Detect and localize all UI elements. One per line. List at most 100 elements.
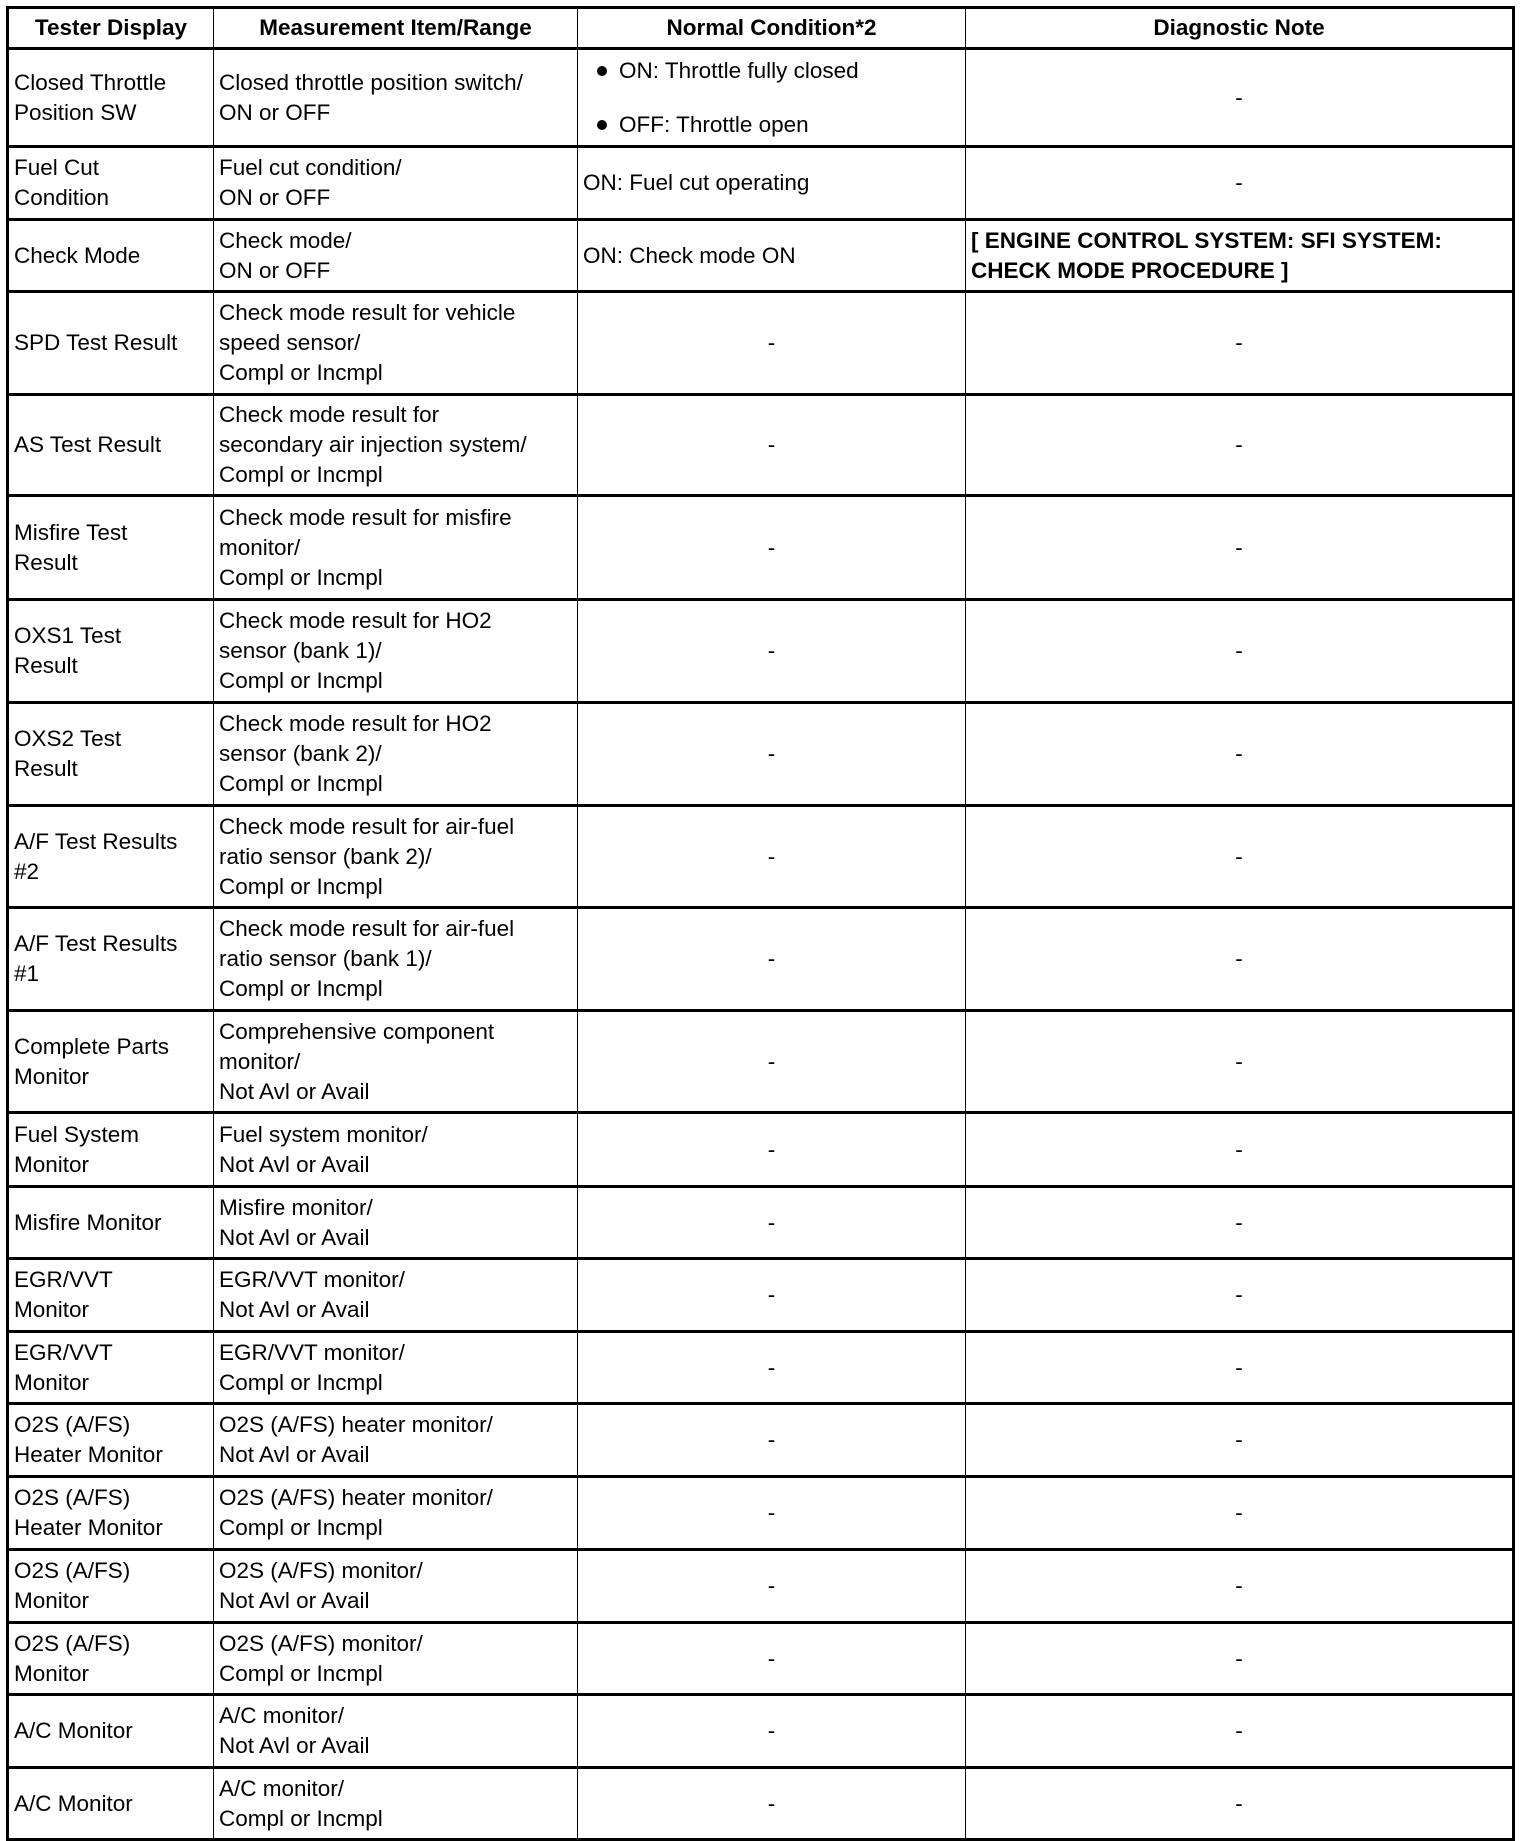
normal-condition-cell: - [577, 1621, 966, 1696]
normal-condition-cell: - [577, 1330, 966, 1405]
normal-condition-cell: - [577, 598, 966, 704]
normal-condition-cell: - [577, 1766, 966, 1841]
table-row: Closed Throttle Position SW Closed thrott… [7, 47, 1514, 148]
measurement-item-cell: O2S (A/FS) heater monitor/ Not Avl or Av… [213, 1402, 578, 1478]
table-row: A/C Monitor A/C monitor/ Compl or Incmpl -… [7, 1766, 1514, 1841]
normal-condition-cell: - [577, 290, 966, 396]
table-row: AS Test Result Check mode result for seco… [7, 393, 1514, 497]
tester-display-cell: O2S (A/FS) Monitor [7, 1621, 214, 1696]
normal-condition-cell: - [577, 701, 966, 807]
measurement-item-cell: Check mode result for air-fuel ratio sen… [213, 906, 578, 1012]
tester-display-cell: O2S (A/FS) Heater Monitor [7, 1402, 214, 1478]
normal-condition-cell: - [577, 906, 966, 1012]
diagnostic-note-cell: - [965, 393, 1514, 497]
tester-display-cell: A/C Monitor [7, 1693, 214, 1769]
measurement-item-cell: A/C monitor/ Not Avl or Avail [213, 1693, 578, 1769]
tester-display-cell: EGR/VVT Monitor [7, 1257, 214, 1333]
diagnostic-note-cell: - [965, 906, 1514, 1012]
tester-display-cell: A/C Monitor [7, 1766, 214, 1841]
normal-condition-cell: ON: Throttle fully closed OFF: Throttle o… [577, 47, 966, 148]
tester-display-cell: Closed Throttle Position SW [7, 47, 214, 148]
table-row: O2S (A/FS) Monitor O2S (A/FS) monitor/ No… [7, 1548, 1514, 1624]
table-row: OXS1 Test Result Check mode result for HO… [7, 598, 1514, 704]
tester-display-cell: A/F Test Results #2 [7, 804, 214, 909]
tester-display-cell: Fuel System Monitor [7, 1111, 214, 1188]
data-table: Tester Display Measurement Item/Range No… [6, 6, 1515, 1841]
normal-condition-cell: - [577, 494, 966, 601]
tester-display-cell: Misfire Monitor [7, 1185, 214, 1260]
tester-display-cell: O2S (A/FS) Heater Monitor [7, 1475, 214, 1551]
measurement-item-cell: Check mode result for HO2 sensor (bank 1… [213, 598, 578, 704]
measurement-item-cell: O2S (A/FS) monitor/ Not Avl or Avail [213, 1548, 578, 1624]
diagnostic-note-cell: - [965, 1548, 1514, 1624]
normal-condition-cell: - [577, 1111, 966, 1188]
normal-condition-list: ON: Throttle fully closed OFF: Throttle o… [583, 56, 960, 140]
normal-condition-cell: - [577, 1009, 966, 1114]
normal-condition-cell: - [577, 1185, 966, 1260]
tester-display-cell: Complete Parts Monitor [7, 1009, 214, 1114]
normal-condition-cell: - [577, 804, 966, 909]
bullet-item: OFF: Throttle open [597, 110, 960, 140]
normal-condition-cell: - [577, 1475, 966, 1551]
measurement-item-cell: Check mode result for HO2 sensor (bank 2… [213, 701, 578, 807]
measurement-item-cell: Check mode result for misfire monitor/ C… [213, 494, 578, 601]
table-row: Check Mode Check mode/ ON or OFF ON: Check… [7, 218, 1514, 293]
measurement-item-cell: Comprehensive component monitor/ Not Avl… [213, 1009, 578, 1114]
table-row: Fuel System Monitor Fuel system monitor/ … [7, 1111, 1514, 1188]
table-row: O2S (A/FS) Heater Monitor O2S (A/FS) heat… [7, 1475, 1514, 1551]
diagnostic-note-cell: - [965, 1402, 1514, 1478]
diagnostic-note-cell: - [965, 1330, 1514, 1405]
normal-condition-cell: ON: Check mode ON [577, 218, 966, 293]
diagnostic-note-cell: - [965, 290, 1514, 396]
normal-condition-cell: - [577, 1548, 966, 1624]
tester-display-cell: OXS2 Test Result [7, 701, 214, 807]
table-row: A/C Monitor A/C monitor/ Not Avl or Avail… [7, 1693, 1514, 1769]
diagnostic-note-cell: - [965, 598, 1514, 704]
normal-condition-cell: ON: Fuel cut operating [577, 145, 966, 221]
table-row: A/F Test Results #2 Check mode result for… [7, 804, 1514, 909]
diagnostic-note-cell: - [965, 1185, 1514, 1260]
diagnostic-note-cell: - [965, 1621, 1514, 1696]
normal-condition-cell: - [577, 1402, 966, 1478]
diagnostic-note-cell: - [965, 47, 1514, 148]
measurement-item-cell: Fuel cut condition/ ON or OFF [213, 145, 578, 221]
diagnostic-note-cell: - [965, 494, 1514, 601]
measurement-item-cell: O2S (A/FS) heater monitor/ Compl or Incm… [213, 1475, 578, 1551]
normal-condition-cell: - [577, 393, 966, 497]
normal-condition-cell: - [577, 1693, 966, 1769]
measurement-item-cell: A/C monitor/ Compl or Incmpl [213, 1766, 578, 1841]
header-tester-display: Tester Display [7, 6, 214, 50]
table-row: Misfire Test Result Check mode result for… [7, 494, 1514, 601]
measurement-item-cell: Check mode result for vehicle speed sens… [213, 290, 578, 396]
diagnostic-note-cell: - [965, 1766, 1514, 1841]
check-mode-procedure-link[interactable]: [ ENGINE CONTROL SYSTEM: SFI SYSTEM: CHE… [965, 218, 1514, 293]
bullet-item: ON: Throttle fully closed [597, 56, 960, 86]
diagnostic-note-cell: - [965, 804, 1514, 909]
table-row: Misfire Monitor Misfire monitor/ Not Avl … [7, 1185, 1514, 1260]
normal-condition-cell: - [577, 1257, 966, 1333]
tester-display-cell: Check Mode [7, 218, 214, 293]
measurement-item-cell: Closed throttle position switch/ ON or O… [213, 47, 578, 148]
header-row: Tester Display Measurement Item/Range No… [7, 6, 1514, 50]
table-row: EGR/VVT Monitor EGR/VVT monitor/ Not Avl … [7, 1257, 1514, 1333]
header-measurement-item: Measurement Item/Range [213, 6, 578, 50]
tester-display-cell: O2S (A/FS) Monitor [7, 1548, 214, 1624]
table-row: Complete Parts Monitor Comprehensive comp… [7, 1009, 1514, 1114]
table-row: Fuel Cut Condition Fuel cut condition/ ON… [7, 145, 1514, 221]
diagnostic-note-cell: - [965, 1475, 1514, 1551]
tester-display-cell: SPD Test Result [7, 290, 214, 396]
tester-display-cell: Fuel Cut Condition [7, 145, 214, 221]
measurement-item-cell: Check mode result for air-fuel ratio sen… [213, 804, 578, 909]
diagnostic-note-cell: - [965, 1693, 1514, 1769]
measurement-item-cell: Check mode/ ON or OFF [213, 218, 578, 293]
tester-display-cell: EGR/VVT Monitor [7, 1330, 214, 1405]
diagnostic-note-cell: - [965, 1009, 1514, 1114]
table-row: EGR/VVT Monitor EGR/VVT monitor/ Compl or… [7, 1330, 1514, 1405]
table-row: A/F Test Results #1 Check mode result for… [7, 906, 1514, 1012]
measurement-item-cell: EGR/VVT monitor/ Compl or Incmpl [213, 1330, 578, 1405]
diagnostic-note-cell: - [965, 1257, 1514, 1333]
measurement-item-cell: EGR/VVT monitor/ Not Avl or Avail [213, 1257, 578, 1333]
header-diagnostic-note: Diagnostic Note [965, 6, 1514, 50]
header-normal-condition: Normal Condition*2 [577, 6, 966, 50]
diagnostic-note-cell: - [965, 701, 1514, 807]
